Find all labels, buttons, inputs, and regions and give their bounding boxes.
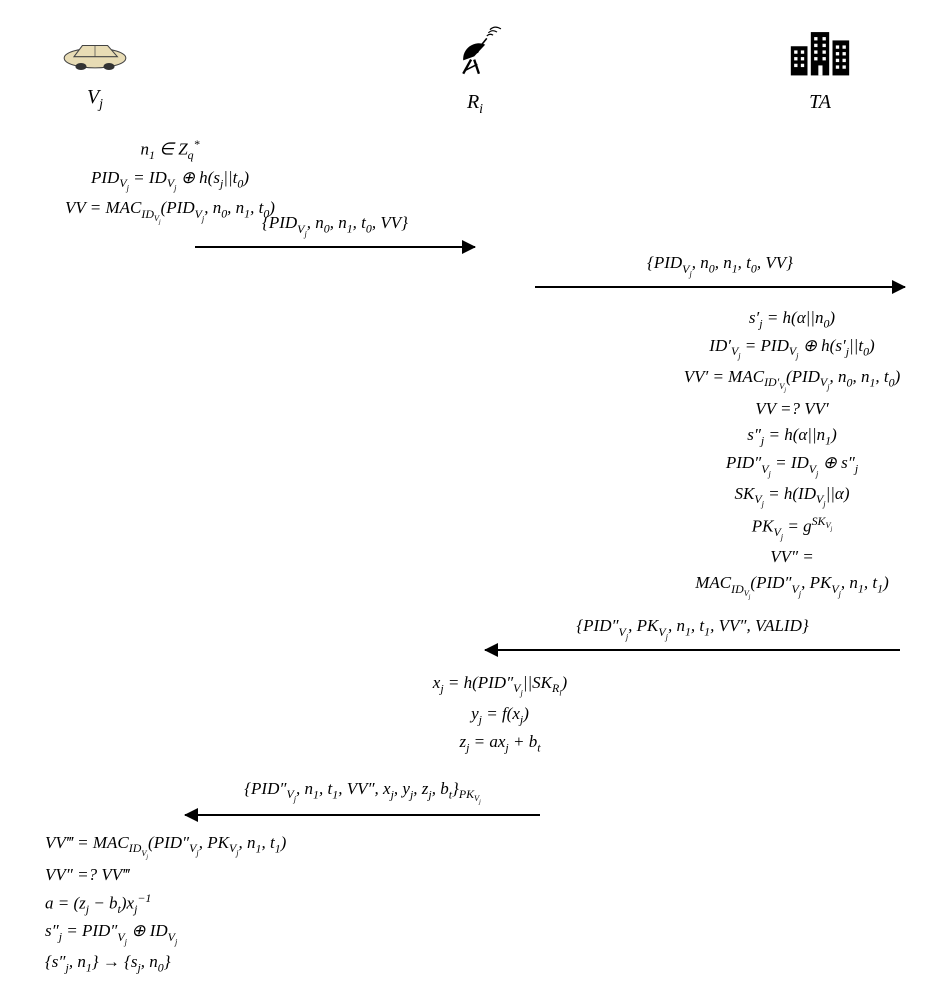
arrow-ri-to-ta: {PIDVj, n0, n1, t0, VV} <box>535 272 905 300</box>
node-ta: TA <box>783 25 858 114</box>
formula-line: n1 ∈ Zq* <box>65 135 275 165</box>
formula-line: VV =? VV′ <box>684 396 901 422</box>
arrow-ri-to-vj: {PID″Vj, n1, t1, VV″, xj, yj, zj, bt}PKV… <box>185 800 540 828</box>
formula-line: VV‴ = MACIDVj(PID″Vj, PKVj, n1, t1) <box>45 830 286 862</box>
formula-line: PID″Vj = IDVj ⊕ s″j <box>684 450 901 481</box>
formula-line: s′j = h(α||n0) <box>684 305 901 333</box>
formula-line: s″j = h(α||n1) <box>684 422 901 450</box>
formula-line: MACIDVj(PID″Vj, PKVj, n1, t1) <box>684 570 901 602</box>
formula-line: a = (zj − bt)xj−1 <box>45 889 286 919</box>
antenna-icon <box>448 25 503 80</box>
node-ri-label: Ri <box>448 91 503 118</box>
arrow-label-msg4: {PID″Vj, n1, t1, VV″, xj, yj, zj, bt}PKV… <box>185 779 540 806</box>
node-ta-label: TA <box>783 91 858 114</box>
formula-line: s″j = PID″Vj ⊕ IDVj <box>45 918 286 949</box>
formula-block-ta-compute: s′j = h(α||n0)ID′Vj = PIDVj ⊕ h(s′j||t0)… <box>684 305 901 603</box>
node-vj-label: Vj <box>60 86 130 113</box>
formula-line: yj = f(xj) <box>433 701 567 729</box>
formula-line: SKVj = h(IDVj||α) <box>684 481 901 512</box>
formula-line: PKVj = gSKVj <box>684 512 901 544</box>
formula-line: VV′ = MACID′Vj(PIDVj, n0, n1, t0) <box>684 364 901 396</box>
node-vj: Vj <box>60 30 130 113</box>
formula-line: PIDVj = IDVj ⊕ h(sj||t0) <box>65 165 275 196</box>
arrow-label-msg3: {PID″Vj, PKVj, n1, t1, VV″, VALID} <box>485 616 900 641</box>
node-ri: Ri <box>448 25 503 118</box>
arrow-label-msg1: {PIDVj, n0, n1, t0, VV} <box>195 213 475 238</box>
formula-line: VV″ = <box>684 544 901 570</box>
arrow-ta-to-ri: {PID″Vj, PKVj, n1, t1, VV″, VALID} <box>485 635 900 663</box>
formula-block-ri-compute: xj = h(PID″Vj||SKRi)yj = f(xj)zj = axj +… <box>433 670 567 756</box>
formula-line: ID′Vj = PIDVj ⊕ h(s′j||t0) <box>684 333 901 364</box>
arrow-label-msg2: {PIDVj, n0, n1, t0, VV} <box>535 253 905 278</box>
formula-line: zj = axj + bt <box>433 729 567 757</box>
formula-line: VV″ =? VV‴ <box>45 862 286 888</box>
arrow-vj-to-ri: {PIDVj, n0, n1, t0, VV} <box>195 232 475 260</box>
formula-line: {s″j, n1} → {sj, n0} <box>45 949 286 977</box>
buildings-icon <box>783 25 858 80</box>
formula-line: xj = h(PID″Vj||SKRi) <box>433 670 567 701</box>
car-icon <box>60 30 130 75</box>
formula-block-vj-verify: VV‴ = MACIDVj(PID″Vj, PKVj, n1, t1)VV″ =… <box>45 830 286 977</box>
